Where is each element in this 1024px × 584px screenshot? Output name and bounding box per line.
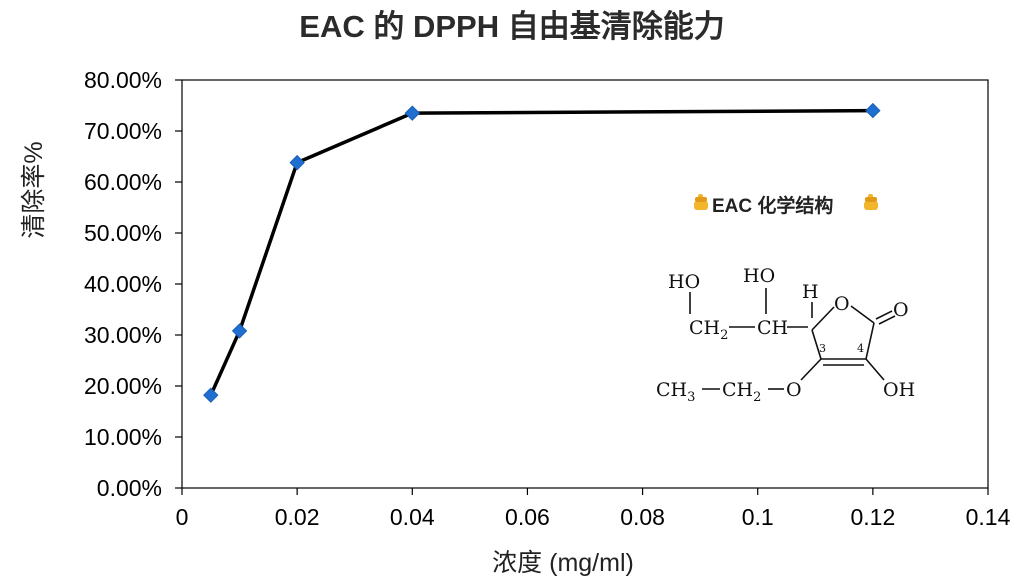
y-tick-label: 30.00% [84, 322, 162, 348]
x-tick-label: 0 [176, 504, 189, 530]
x-tick-label: 0.12 [850, 504, 895, 530]
y-tick-label: 0.00% [97, 475, 162, 501]
y-tick-label: 70.00% [84, 118, 162, 144]
chart-title: EAC 的 DPPH 自由基清除能力 [299, 9, 724, 44]
struct-c4: 4 [857, 342, 864, 355]
x-tick-label: 0.04 [390, 504, 435, 530]
struct-c3: 3 [819, 342, 826, 355]
y-tick-label: 10.00% [84, 424, 162, 450]
data-point [203, 387, 219, 403]
y-tick-label: 20.00% [84, 373, 162, 399]
x-tick-label: 0.02 [275, 504, 320, 530]
struct-o-ether: O [786, 379, 802, 401]
annotation: EAC 化学结构 [694, 194, 878, 217]
struct-ch2b: CH2 [722, 379, 761, 405]
x-axis-title: 浓度 (mg/ml) [492, 549, 634, 577]
struct-h: H [802, 281, 819, 303]
struct-o-carbonyl: O [893, 299, 909, 321]
series-markers [203, 102, 881, 403]
data-point [231, 323, 248, 339]
x-axis: 0 0.02 0.04 0.06 0.08 0.1 0.12 0.14 [176, 488, 1011, 530]
pointing-down-hand-icon [694, 194, 708, 210]
y-tick-label: 40.00% [84, 271, 162, 297]
data-point [404, 105, 420, 121]
pointing-down-hand-icon [864, 194, 878, 210]
x-tick-label: 0.06 [505, 504, 550, 530]
y-tick-label: 50.00% [84, 220, 162, 246]
struct-ch2: CH2 [689, 317, 728, 343]
x-tick-label: 0.1 [742, 504, 774, 530]
eac-structure: HO HO H O O CH2 CH 3 4 CH3 CH2 O OH [656, 265, 915, 405]
annotation-label: EAC 化学结构 [712, 194, 833, 217]
y-tick-label: 60.00% [84, 169, 162, 195]
struct-o-ring: O [834, 293, 850, 315]
struct-ho-2: HO [743, 265, 775, 287]
y-axis-title: 清除率% [20, 141, 48, 238]
struct-ch: CH [757, 317, 788, 339]
struct-ho-1: HO [668, 271, 700, 293]
y-axis: 0.00% 10.00% 20.00% 30.00% 40.00% 50.00% 60.00… [84, 67, 182, 501]
plot-area [181, 79, 989, 489]
data-point [289, 154, 305, 171]
struct-bonds [689, 288, 896, 390]
struct-oh: OH [883, 379, 915, 401]
struct-ch3: CH3 [656, 379, 695, 405]
data-point [865, 102, 881, 119]
y-tick-label: 80.00% [84, 67, 162, 93]
x-tick-label: 0.08 [620, 504, 665, 530]
x-tick-label: 0.14 [966, 504, 1011, 530]
